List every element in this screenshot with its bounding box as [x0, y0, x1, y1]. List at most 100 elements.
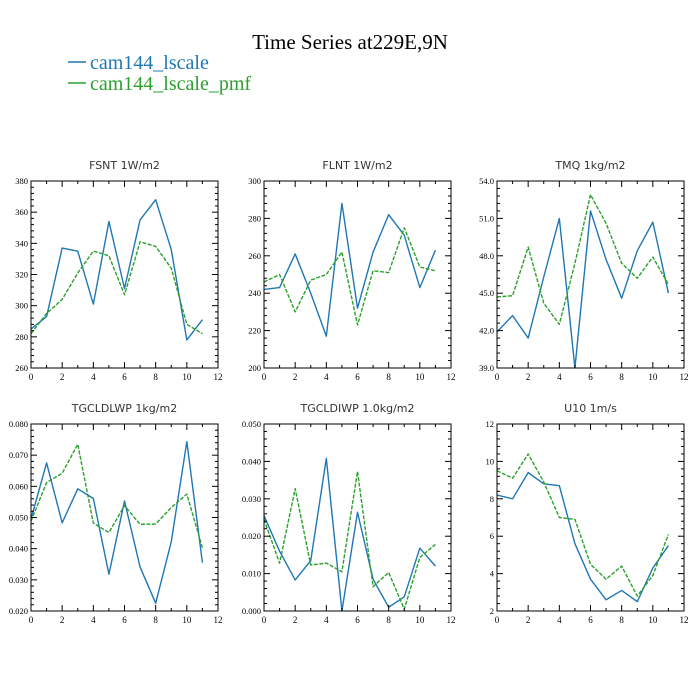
panel-title: TGCLDLWP 1kg/m2 — [71, 402, 177, 415]
y-tick-label: 0.020 — [242, 531, 261, 541]
panel-title: FLNT 1W/m2 — [322, 159, 392, 172]
x-tick-label: 12 — [680, 372, 689, 382]
x-tick-label: 8 — [153, 615, 158, 625]
x-tick-label: 12 — [447, 615, 456, 625]
x-tick-label: 2 — [60, 615, 65, 625]
plot-frame — [263, 180, 452, 369]
plot-frame — [263, 423, 452, 612]
y-tick-label: 8 — [490, 494, 494, 504]
x-tick-label: 6 — [355, 372, 360, 382]
y-tick-label: 0.020 — [9, 606, 28, 616]
y-axis: 260 280 300 320 340 360 380 — [15, 176, 218, 373]
panel-1: FSNT 1W/m2 0 2 4 6 8 10 12 260 280 300 320 340 360 380 — [15, 159, 222, 382]
series-line-lscale-pmf — [31, 443, 204, 548]
y-tick-label: 0.010 — [242, 569, 261, 579]
y-tick-label: 260 — [15, 363, 28, 373]
series-line-lscale — [31, 441, 204, 604]
y-tick-label: 51.0 — [479, 213, 494, 223]
x-tick-label: 6 — [355, 615, 360, 625]
series-line-lscale-pmf — [264, 227, 436, 326]
x-tick-label: 4 — [91, 372, 96, 382]
plot-frame — [30, 180, 219, 369]
x-tick-label: 0 — [262, 372, 267, 382]
x-axis: 0 2 4 6 8 10 12 — [262, 424, 456, 625]
panel-3: TMQ 1kg/m2 0 2 4 6 8 10 12 39.0 42.0 45.0 48.0 51.0 5… — [479, 159, 688, 382]
y-tick-label: 320 — [15, 270, 28, 280]
legend-label-2: cam144_lscale_pmf — [90, 73, 251, 95]
series-line-lscale — [497, 210, 670, 368]
panel-title: FSNT 1W/m2 — [89, 159, 160, 172]
series-group — [31, 198, 203, 341]
y-tick-label: 42.0 — [479, 326, 494, 336]
y-tick-label: 0.060 — [9, 481, 28, 491]
x-tick-label: 4 — [324, 372, 329, 382]
x-tick-label: 6 — [122, 372, 127, 382]
y-axis: 2 4 6 8 10 12 — [486, 419, 684, 616]
x-tick-label: 2 — [60, 372, 65, 382]
y-tick-label: 240 — [248, 288, 261, 298]
x-tick-label: 10 — [415, 615, 425, 625]
x-tick-label: 10 — [182, 372, 192, 382]
x-tick-label: 6 — [122, 615, 127, 625]
y-tick-label: 220 — [248, 326, 261, 336]
y-tick-label: 10 — [486, 456, 495, 466]
legend-entry-1: cam144_lscale — [68, 52, 209, 74]
y-tick-label: 0.080 — [9, 419, 28, 429]
y-tick-label: 300 — [248, 176, 261, 186]
x-axis: 0 2 4 6 8 10 12 — [29, 181, 223, 382]
x-tick-label: 0 — [29, 615, 34, 625]
y-tick-label: 340 — [15, 238, 28, 248]
x-tick-label: 8 — [619, 615, 624, 625]
x-tick-label: 12 — [680, 615, 689, 625]
series-line-lscale — [264, 457, 436, 611]
x-axis: 0 2 4 6 8 10 12 — [495, 424, 689, 625]
y-tick-label: 2 — [490, 606, 494, 616]
y-tick-label: 48.0 — [479, 251, 494, 261]
x-tick-label: 0 — [262, 615, 267, 625]
y-tick-label: 0.040 — [9, 544, 28, 554]
series-group — [31, 441, 204, 604]
y-tick-label: 39.0 — [479, 363, 494, 373]
y-tick-label: 0.070 — [9, 450, 28, 460]
x-tick-label: 0 — [29, 372, 34, 382]
series-line-lscale — [497, 471, 669, 603]
y-tick-label: 300 — [15, 301, 28, 311]
x-tick-label: 10 — [648, 372, 658, 382]
plot-frame — [496, 423, 685, 612]
series-group — [497, 194, 670, 368]
panel-5: TGCLDIWP 1.0kg/m2 0 2 4 6 8 10 12 0.000 0.010 0.02… — [242, 402, 456, 625]
y-tick-label: 280 — [248, 213, 261, 223]
x-tick-label: 8 — [386, 372, 391, 382]
x-tick-label: 12 — [447, 372, 456, 382]
x-tick-label: 0 — [495, 372, 500, 382]
x-tick-label: 8 — [386, 615, 391, 625]
legend-entry-2: cam144_lscale_pmf — [68, 73, 251, 95]
series-line-lscale-pmf — [31, 241, 203, 335]
x-tick-label: 6 — [588, 372, 593, 382]
series-line-lscale-pmf — [497, 453, 670, 597]
x-tick-label: 2 — [526, 615, 531, 625]
y-tick-label: 0.050 — [242, 419, 261, 429]
series-line-lscale-pmf — [497, 194, 670, 326]
y-tick-label: 54.0 — [479, 176, 494, 186]
y-tick-label: 0.040 — [242, 456, 261, 466]
y-tick-label: 0.030 — [9, 575, 28, 585]
series-line-lscale — [264, 202, 437, 337]
y-tick-label: 360 — [15, 207, 28, 217]
x-tick-label: 2 — [293, 615, 298, 625]
y-tick-label: 280 — [15, 332, 28, 342]
y-tick-label: 0.050 — [9, 513, 28, 523]
x-tick-label: 4 — [557, 615, 562, 625]
y-tick-label: 12 — [486, 419, 495, 429]
plot-frame — [496, 180, 685, 369]
x-tick-label: 8 — [619, 372, 624, 382]
x-axis: 0 2 4 6 8 10 12 — [29, 424, 223, 625]
y-axis: 0.000 0.010 0.020 0.030 0.040 0.050 — [242, 419, 451, 616]
series-group — [497, 453, 670, 603]
x-tick-label: 4 — [91, 615, 96, 625]
y-tick-label: 4 — [490, 569, 495, 579]
series-line-lscale-pmf — [264, 470, 436, 610]
panel-4: TGCLDLWP 1kg/m20 2 4 6 8 10 120.0200.0300.0400… — [9, 402, 223, 625]
